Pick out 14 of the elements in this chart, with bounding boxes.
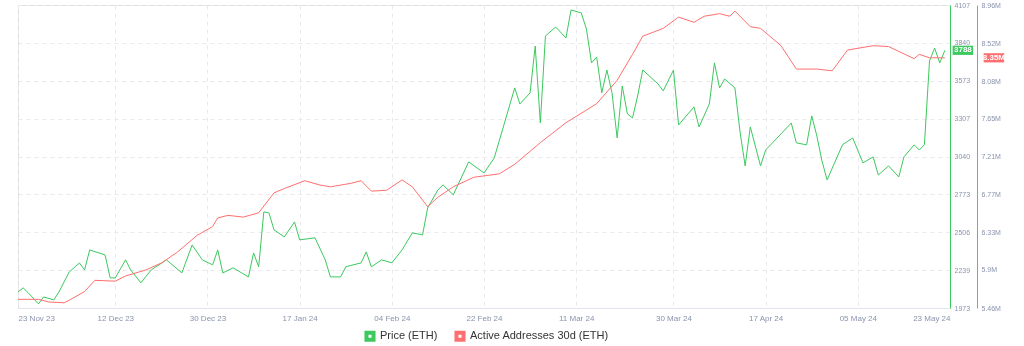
x-tick-label: 23 Nov 23: [18, 313, 56, 323]
x-tick-label: 17 Apr 24: [749, 313, 784, 323]
x-tick-label: 11 Mar 24: [558, 313, 595, 323]
x-tick-label: 22 Feb 24: [466, 313, 504, 323]
x-tick-label: 23 May 24: [913, 313, 952, 323]
x-tick-label: 30 Mar 24: [655, 313, 693, 323]
x-tick-label: 04 Feb 24: [374, 313, 411, 323]
x-tick-label: 12 Dec 23: [97, 313, 135, 323]
legend-label: Price (ETH): [380, 329, 438, 342]
legend-label: Active Addresses 30d (ETH): [470, 329, 609, 342]
annotation: 3788: [953, 45, 973, 55]
x-tick-label: 17 Jan 24: [282, 313, 319, 323]
x-tick-label: 05 May 24: [839, 313, 878, 323]
x-tick-label: 30 Dec 23: [189, 313, 227, 323]
